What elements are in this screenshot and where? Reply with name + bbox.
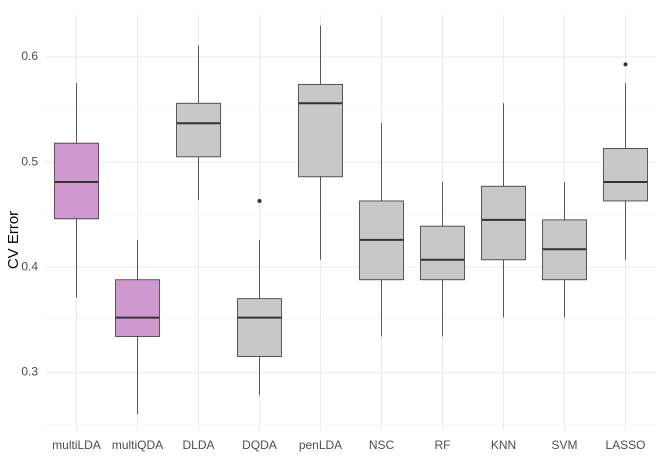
x-tick-label: DLDA [182,438,214,452]
x-tick-label: DQDA [242,438,277,452]
outlier [257,198,262,203]
box [115,279,160,337]
outlier [623,62,628,67]
box [481,185,526,261]
x-tick-label: penLDA [299,438,342,452]
x-tick-label: RF [435,438,451,452]
box [176,102,221,158]
x-tick-label: multiLDA [52,438,101,452]
x-tick-label: KNN [491,438,516,452]
y-tick-label: 0.4 [21,259,38,273]
box [603,148,648,202]
y-axis-label: CV Error [5,211,22,269]
y-tick-label: 0.5 [21,154,38,168]
y-tick-label: 0.3 [21,364,38,378]
y-tick-label: 0.6 [21,49,38,63]
x-tick-label: LASSO [605,438,645,452]
box [54,142,99,220]
box [420,225,465,281]
box [237,298,282,357]
x-tick-label: SVM [551,438,577,452]
box [298,83,343,178]
x-tick-label: NSC [369,438,395,452]
x-tick-label: multiQDA [112,438,163,452]
